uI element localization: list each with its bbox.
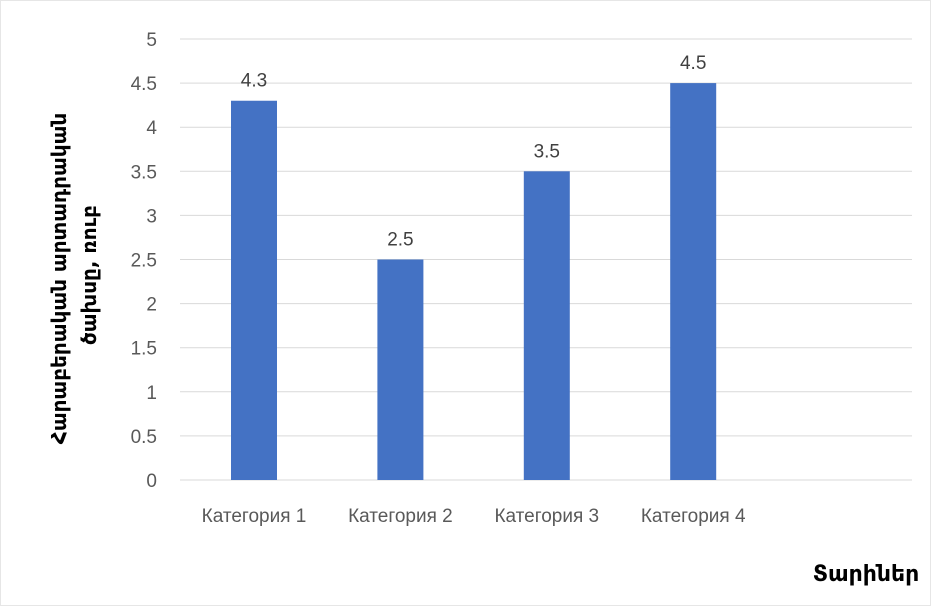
bar — [377, 259, 424, 480]
y-tick-label: 2 — [146, 295, 157, 316]
y-tick-label: 2.5 — [131, 251, 157, 272]
y-tick-label: 0 — [146, 471, 157, 492]
y-tick-label: 4 — [146, 118, 157, 139]
x-category-label: Категория 2 — [348, 506, 453, 527]
bar — [523, 171, 570, 481]
y-tick-label: 0.5 — [131, 427, 157, 448]
data-label: 4.3 — [241, 71, 267, 92]
data-labels: 4.3 2.5 3.5 4.5 — [241, 53, 707, 250]
x-category-label: Категория 3 — [494, 506, 599, 527]
bar — [670, 83, 717, 480]
y-axis-label-line-2: ծախսը, ռուբ — [77, 205, 101, 345]
y-tick-label: 3 — [146, 206, 157, 227]
y-tick-label: 1 — [146, 383, 157, 404]
bars — [231, 83, 717, 481]
y-axis-ticks: 0 0.5 1 1.5 2 2.5 3 3.5 4 4.5 5 — [131, 30, 158, 492]
y-tick-label: 1.5 — [131, 339, 157, 360]
y-tick-label: 4.5 — [131, 74, 157, 95]
data-label: 2.5 — [387, 230, 413, 251]
data-label: 3.5 — [534, 141, 560, 162]
y-tick-label: 5 — [146, 30, 157, 51]
y-axis-label: Հարաբերական արտադրական ծախսը, ռուբ — [47, 106, 101, 444]
x-axis-label: Տարիներ — [813, 562, 920, 587]
x-axis-categories: Категория 1 Категория 2 Категория 3 Категор… — [202, 506, 746, 527]
bar — [231, 100, 277, 481]
y-tick-label: 3.5 — [131, 162, 157, 183]
y-axis-label-line-1: Հարաբերական արտադրական — [47, 113, 71, 444]
data-label: 4.5 — [680, 53, 706, 74]
x-category-label: Категория 4 — [641, 506, 746, 527]
gridlines — [180, 38, 912, 481]
x-category-label: Категория 1 — [202, 506, 307, 527]
